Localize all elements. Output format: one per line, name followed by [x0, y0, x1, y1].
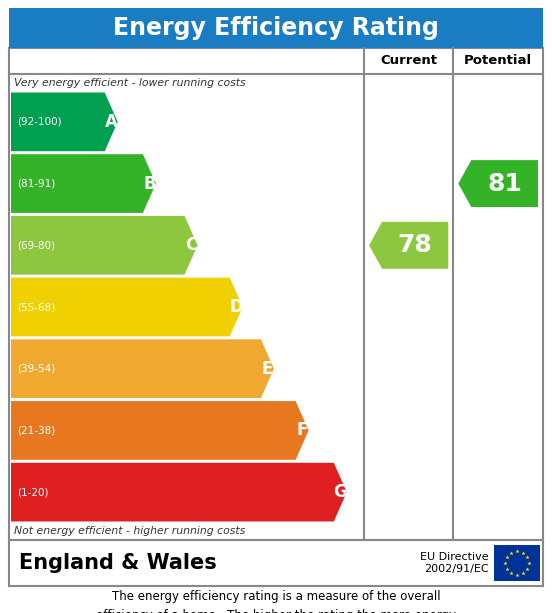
Text: F: F [296, 421, 308, 440]
Text: Energy Efficiency Rating: Energy Efficiency Rating [113, 16, 439, 40]
Bar [494, 545, 540, 581]
Text: EU Directive: EU Directive [421, 552, 489, 562]
Text: G: G [333, 483, 347, 501]
Text: Not energy efficient - higher running costs: Not energy efficient - higher running co… [14, 527, 245, 536]
Bar [9, 48, 543, 540]
Text: Very energy efficient - lower running costs: Very energy efficient - lower running co… [14, 78, 246, 88]
Polygon shape [11, 278, 243, 337]
Polygon shape [11, 93, 118, 151]
Text: (81-91): (81-91) [17, 178, 55, 189]
Text: E: E [262, 360, 273, 378]
Text: Current: Current [380, 55, 437, 67]
Bar [9, 540, 543, 586]
Polygon shape [11, 216, 198, 275]
Bar [9, 8, 543, 48]
Text: (39-54): (39-54) [17, 364, 55, 374]
Text: efficiency of a home.  The higher the rating the more energy: efficiency of a home. The higher the rat… [96, 609, 456, 613]
Polygon shape [11, 154, 156, 213]
Polygon shape [369, 222, 448, 268]
Text: A: A [105, 113, 118, 131]
Text: (55-68): (55-68) [17, 302, 55, 312]
Text: 2002/91/EC: 2002/91/EC [424, 565, 489, 574]
Text: England & Wales: England & Wales [19, 553, 217, 573]
Text: D: D [229, 298, 243, 316]
Text: (92-100): (92-100) [17, 117, 62, 127]
Text: B: B [143, 175, 156, 192]
Text: Potential: Potential [464, 55, 532, 67]
Text: The energy efficiency rating is a measure of the overall: The energy efficiency rating is a measur… [112, 590, 440, 603]
Polygon shape [11, 340, 274, 398]
Text: 78: 78 [398, 234, 433, 257]
Text: C: C [185, 236, 197, 254]
Text: 81: 81 [487, 172, 522, 196]
Text: (1-20): (1-20) [17, 487, 49, 497]
Polygon shape [458, 160, 538, 207]
Polygon shape [11, 463, 347, 522]
Polygon shape [11, 401, 309, 460]
Text: (69-80): (69-80) [17, 240, 55, 250]
Text: (21-38): (21-38) [17, 425, 55, 435]
